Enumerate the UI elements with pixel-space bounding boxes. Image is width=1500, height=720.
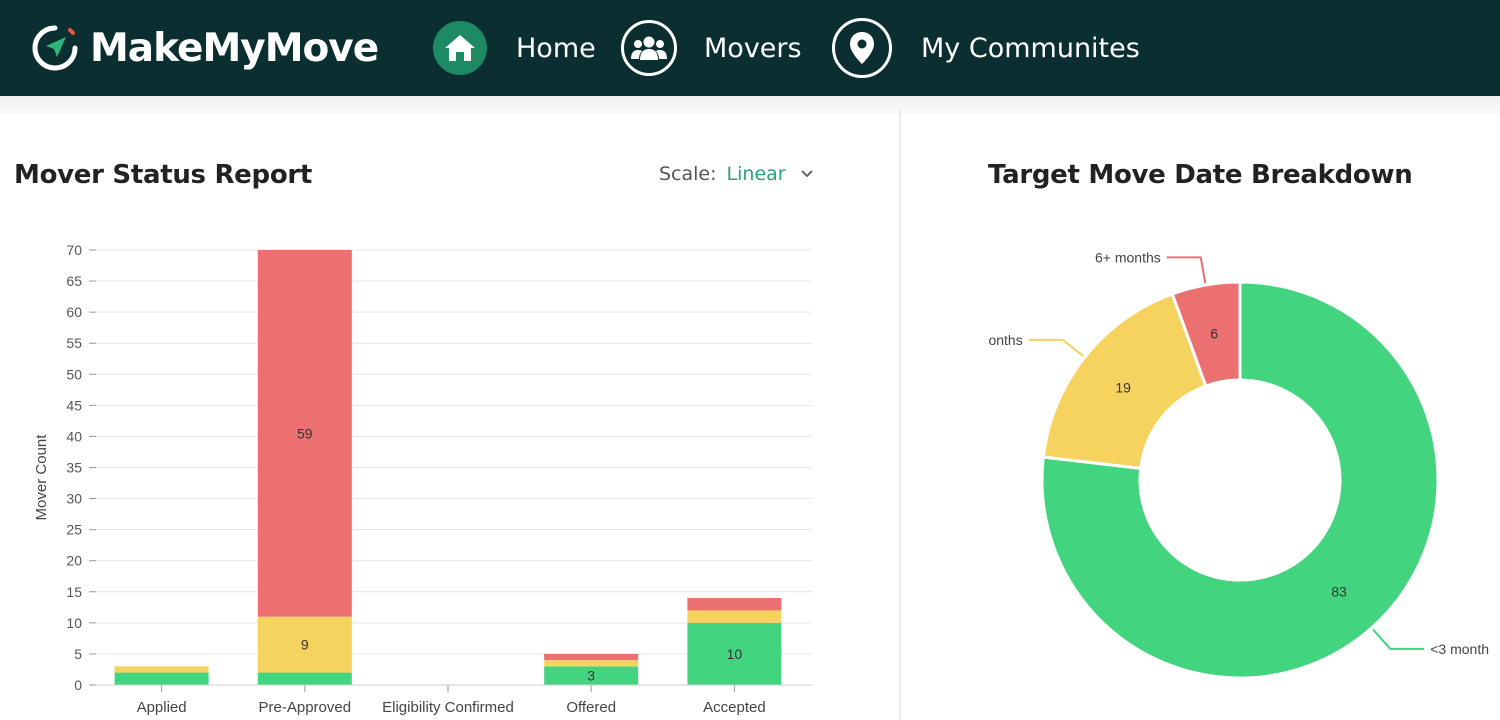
nav-home-label: Home (516, 32, 596, 64)
mover-status-bar-chart: 0 5 10 15 20 25 30 35 40 45 50 55 60 65 70 Mover Count A… (33, 242, 812, 716)
y-tick-label: 30 (66, 491, 82, 507)
slice-value-label: 83 (1331, 583, 1347, 599)
nav-home[interactable]: Home (433, 18, 596, 78)
bar-segment[interactable] (544, 653, 639, 661)
move-date-donut-chart: 83 <3 month 19 onths 6 6+ months (988, 249, 1489, 680)
bar-segment[interactable] (257, 672, 352, 685)
nav-shadow (0, 96, 1500, 114)
nav-my-communities[interactable]: My Communites (832, 18, 1140, 78)
map-pin-icon-badge (832, 18, 892, 78)
y-tick-label: 60 (66, 304, 82, 320)
x-tick-label: Offered (566, 699, 616, 716)
y-tick-label: 45 (66, 397, 82, 413)
nav-communities-label: My Communites (921, 32, 1140, 64)
slice-leader-line (1166, 256, 1207, 284)
bar-segment[interactable] (544, 660, 639, 667)
y-axis-label: Mover Count (33, 434, 50, 521)
donut-slice[interactable] (1170, 280, 1242, 388)
bar-segment[interactable] (114, 672, 209, 685)
users-icon-badge (621, 20, 677, 76)
x-tick-label: Accepted (703, 699, 766, 716)
slice-leader-line (1372, 628, 1425, 650)
donut-slice[interactable] (1040, 280, 1440, 680)
x-tick-label: Pre-Approved (259, 699, 352, 716)
bar-segment[interactable] (257, 250, 352, 617)
bar-segment[interactable] (114, 666, 209, 673)
y-tick-label: 15 (66, 584, 82, 600)
y-tick-label: 35 (66, 460, 82, 476)
nav-movers-label: Movers (704, 32, 802, 64)
scale-label: Scale: (659, 163, 717, 185)
scale-value: Linear (726, 163, 786, 185)
compass-logo-icon (32, 25, 78, 71)
status-report-title: Mover Status Report (14, 160, 313, 190)
slice-leader-line (1028, 338, 1084, 357)
x-tick-label: Applied (137, 699, 187, 716)
bar-data-label: 3 (587, 668, 595, 684)
slice-category-label: <3 month (1430, 641, 1489, 657)
y-tick-label: 55 (66, 335, 82, 351)
bar-data-label: 10 (727, 646, 743, 662)
bar-segment[interactable] (257, 616, 352, 673)
home-icon-badge (433, 21, 487, 75)
y-tick-label: 65 (66, 273, 82, 289)
bar-segment[interactable] (687, 598, 782, 611)
x-tick-label: Eligibility Confirmed (382, 699, 514, 716)
panel-divider (899, 110, 901, 720)
brand-name: MakeMyMove (90, 25, 379, 71)
y-tick-label: 0 (74, 677, 82, 693)
brand-logo[interactable]: MakeMyMove (30, 22, 379, 74)
y-tick-label: 70 (66, 242, 82, 258)
slice-category-label: 6+ months (1095, 249, 1161, 265)
bar-segment[interactable] (687, 622, 782, 685)
y-tick-label: 25 (66, 522, 82, 538)
home-icon (445, 35, 475, 61)
y-tick-label: 50 (66, 366, 82, 382)
move-date-breakdown-title: Target Move Date Breakdown (988, 160, 1413, 190)
slice-value-label: 6 (1210, 325, 1218, 341)
y-tick-label: 20 (66, 553, 82, 569)
slice-value-label: 19 (1115, 380, 1131, 396)
chevron-down-icon (800, 170, 813, 178)
slice-category-label: onths (988, 332, 1022, 348)
y-tick-label: 5 (74, 646, 82, 662)
bar-data-label: 59 (297, 425, 313, 441)
y-tick-label: 10 (66, 615, 82, 631)
bar-segment[interactable] (544, 666, 639, 685)
y-tick-label: 40 (66, 428, 82, 444)
nav-movers[interactable]: Movers (621, 18, 802, 78)
scale-dropdown[interactable]: Scale: Linear (659, 163, 814, 185)
bar-data-label: 9 (301, 637, 309, 653)
bar-segment[interactable] (687, 610, 782, 623)
map-pin-icon (850, 32, 874, 64)
top-navbar: MakeMyMove Home Movers (0, 0, 1500, 96)
donut-slice[interactable] (1041, 292, 1208, 471)
users-icon (631, 36, 667, 60)
